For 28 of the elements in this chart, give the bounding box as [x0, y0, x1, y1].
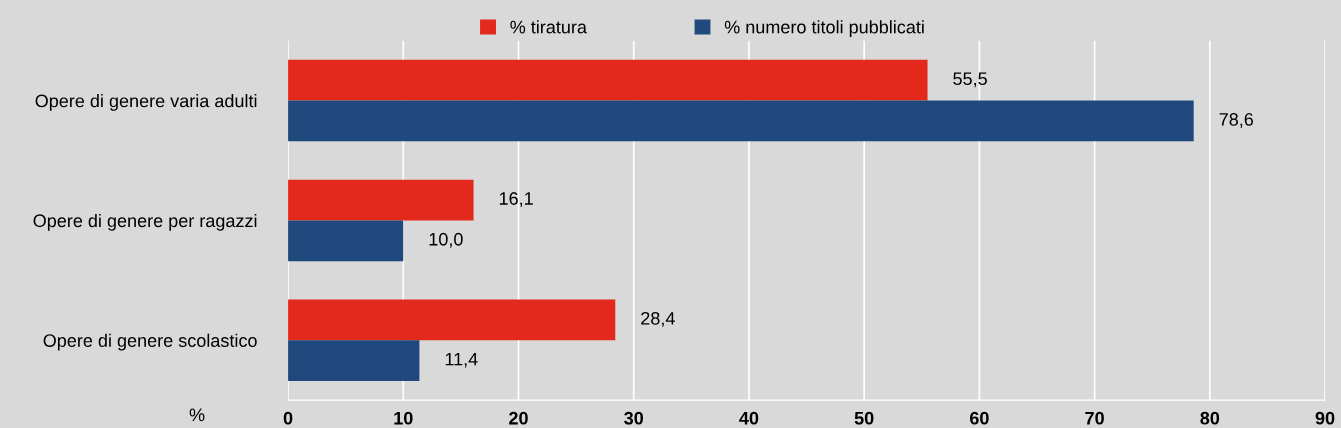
data-label: 55,5 — [953, 72, 987, 88]
y-tick-label: Opere di genere per ragazzi — [33, 213, 257, 231]
y-tick-label: Opere di genere varia adulti — [35, 94, 257, 111]
legend-label: % numero titoli pubblicati — [724, 20, 924, 38]
bar — [288, 299, 616, 341]
x-tick-label: 70 — [1085, 411, 1104, 425]
x-tick-label: 0 — [283, 411, 293, 425]
y-tick-label: Opere di genere scolastico — [43, 333, 257, 351]
x-tick-label: 60 — [970, 411, 989, 425]
x-tick-label: 20 — [509, 411, 528, 425]
bar — [288, 340, 420, 382]
x-tick-label: 90 — [1315, 411, 1335, 425]
data-label: 78,6 — [1219, 113, 1254, 128]
legend-label: % tiratura — [510, 20, 587, 34]
data-label: 11,4 — [445, 352, 478, 368]
bar — [288, 59, 928, 101]
x-axis-title: % — [189, 408, 205, 422]
bar — [288, 220, 404, 262]
x-tick-label: 10 — [394, 411, 413, 425]
data-label: 16,1 — [499, 192, 533, 208]
bar — [288, 179, 474, 221]
x-tick-label: 50 — [854, 411, 874, 425]
x-tick-label: 30 — [624, 411, 644, 425]
bar — [288, 100, 1194, 142]
x-tick-label: 40 — [739, 411, 759, 425]
x-tick-label: 80 — [1200, 411, 1220, 425]
data-label: 10,0 — [429, 232, 463, 248]
data-label: 28,4 — [641, 311, 675, 327]
